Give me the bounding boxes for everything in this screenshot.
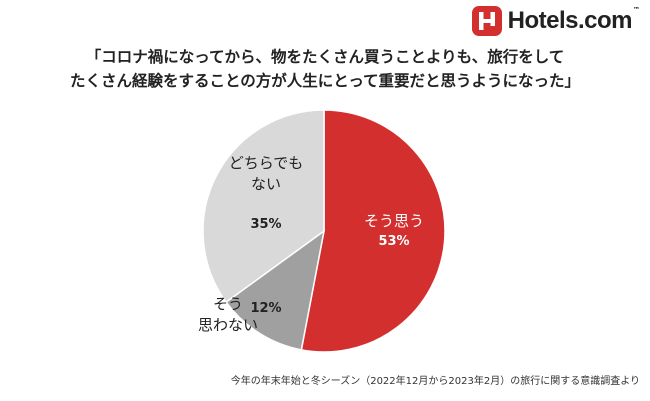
- pie-slice-label-2: どちらでもない: [229, 154, 304, 193]
- hotels-logo-icon: [471, 6, 502, 36]
- chart-title: 「コロナ禍になってから、物をたくさん買うことよりも、旅行をして たくさん経験をす…: [40, 45, 610, 93]
- pie-slice-value-1: 12%: [250, 301, 281, 316]
- pie-slice-0: [300, 109, 446, 353]
- chart-title-line-2: たくさん経験をすることの方が人生にとって重要だと思うようになった」: [69, 72, 581, 90]
- pie-slice-1: [225, 229, 326, 351]
- brand-logo: Hotels.com ™: [471, 6, 640, 36]
- pie-slice-value-2: 35%: [250, 217, 281, 232]
- pie-slice-label-1: そう思わない: [198, 295, 258, 334]
- footnote: 今年の年末年始と冬シーズン（2022年12月から2023年2月）の旅行に関する意…: [230, 376, 640, 387]
- brand-name: Hotels.com: [507, 7, 633, 34]
- pie-slice-value-0: 53%: [378, 234, 409, 249]
- pie-slice-2: [202, 109, 325, 304]
- chart-title-line-1: 「コロナ禍になってから、物をたくさん買うことよりも、旅行をして: [85, 48, 565, 66]
- pie-slice-label-0: そう思う: [364, 212, 424, 230]
- brand-trademark: ™: [633, 6, 640, 14]
